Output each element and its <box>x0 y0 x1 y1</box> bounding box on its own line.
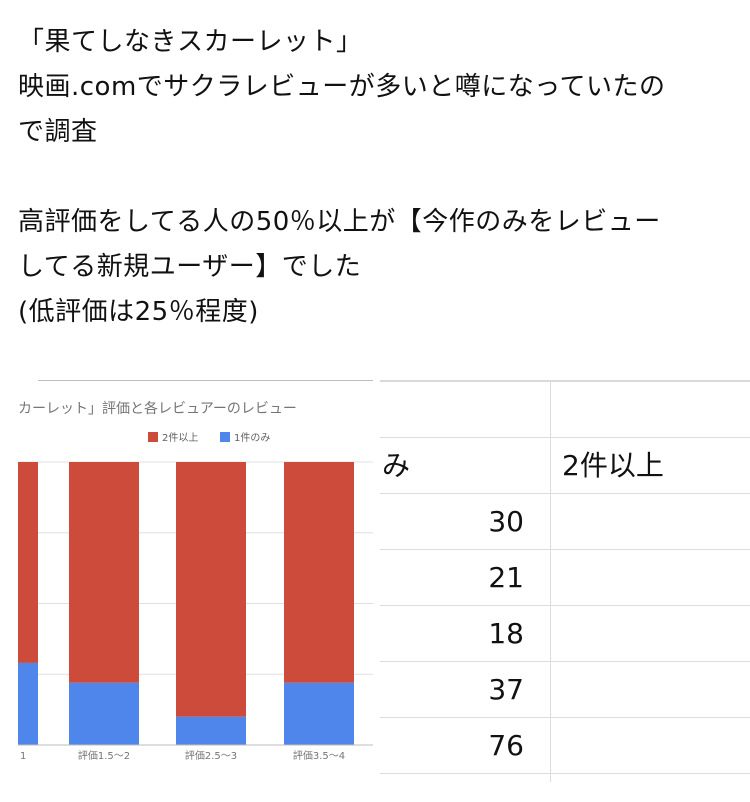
table-row: 18 <box>380 606 750 662</box>
sheet-cell: 37 <box>488 673 524 706</box>
column-separator <box>550 382 551 782</box>
table-row: 37 <box>380 662 750 718</box>
legend-swatch <box>220 432 230 442</box>
table-row: 76 <box>380 718 750 774</box>
sheet-cell: 30 <box>488 505 524 538</box>
sheet-cell: 18 <box>488 617 524 650</box>
post-line: 「果てしなきスカーレット」 <box>18 27 363 57</box>
sheet-header-cell: 2件以上 <box>562 449 664 482</box>
bar-segment <box>176 462 246 717</box>
table-row: 30 <box>380 494 750 550</box>
post-line: で調査 <box>18 117 98 147</box>
chart-title: カーレット」評価と各レビュアーのレビュー <box>18 401 297 417</box>
sheet-header-cell: み <box>382 449 411 482</box>
bar-segment <box>284 462 354 683</box>
sheet-cell: 76 <box>488 729 524 762</box>
sheet-blank-row <box>380 382 750 438</box>
sheet-cell: 21 <box>488 561 524 594</box>
legend-label: 1件のみ <box>234 432 270 444</box>
post-line: 映画.comでサクラレビューが多いと噂になっていたの <box>18 72 666 102</box>
sheet-header-row: み 2件以上 <box>380 438 750 494</box>
bar-segment <box>18 462 38 663</box>
x-tick-label: 評価1.5〜2 <box>78 749 130 762</box>
table-row: 21 <box>380 550 750 606</box>
chart-svg: 1 評価1.5〜2 評価2.5〜3 評価3.5〜4 2件以上 1件のみ <box>18 432 373 762</box>
stacked-bar-chart-image: カーレット」評価と各レビュアーのレビュー 1 評価1.5〜2 評価2.5〜3 評価3.… <box>18 380 373 770</box>
bar-segment <box>69 682 139 745</box>
legend-label: 2件以上 <box>162 432 198 444</box>
spreadsheet-crop: み 2件以上 30 21 18 37 76 <box>380 380 750 782</box>
post-line: してる新規ユーザー】でした <box>18 252 362 282</box>
x-tick-label: 1 <box>20 751 26 762</box>
post-line: 高評価をしてる人の50％以上が【今作のみをレビュー <box>18 207 661 237</box>
bar-segment <box>18 662 38 745</box>
post-paragraph-1: 「果てしなきスカーレット」 映画.comでサクラレビューが多いと噂になっていたの… <box>18 20 738 155</box>
post-paragraph-2: 高評価をしてる人の50％以上が【今作のみをレビュー してる新規ユーザー】でした … <box>18 200 738 335</box>
x-tick-label: 評価3.5〜4 <box>293 749 345 762</box>
bar-segment <box>176 716 246 745</box>
bar-segment <box>69 462 139 683</box>
x-tick-label: 評価2.5〜3 <box>185 749 237 762</box>
post-line: (低評価は25％程度) <box>18 297 259 327</box>
bar-segment <box>284 682 354 745</box>
chart-top-border <box>38 380 373 381</box>
legend-swatch <box>148 432 158 442</box>
